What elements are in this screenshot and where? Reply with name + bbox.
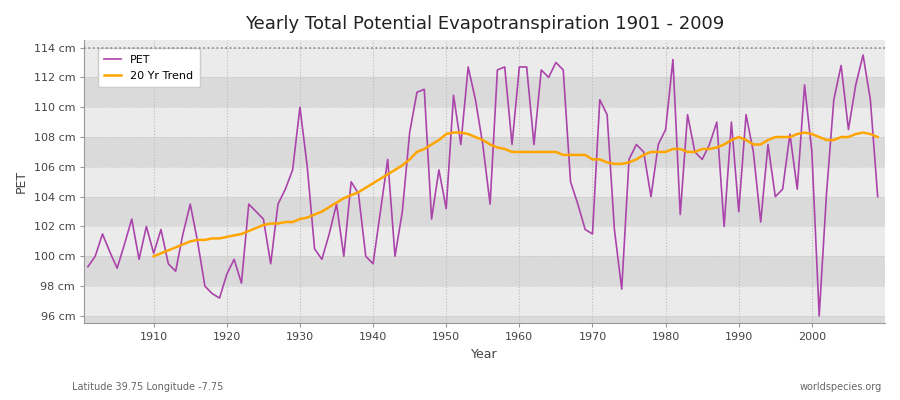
Bar bbox=[85, 286, 885, 316]
20 Yr Trend bbox=[872, 135, 883, 140]
Bar bbox=[85, 226, 885, 256]
20 Yr Trend bbox=[843, 135, 854, 140]
PET bbox=[507, 142, 517, 147]
PET bbox=[302, 164, 312, 169]
PET bbox=[83, 264, 94, 269]
Bar bbox=[85, 197, 885, 226]
20 Yr Trend bbox=[287, 220, 298, 224]
PET bbox=[514, 64, 525, 69]
Bar bbox=[85, 77, 885, 107]
Bar bbox=[85, 137, 885, 167]
PET bbox=[814, 314, 824, 318]
Text: Latitude 39.75 Longitude -7.75: Latitude 39.75 Longitude -7.75 bbox=[72, 382, 223, 392]
PET bbox=[141, 224, 152, 229]
Legend: PET, 20 Yr Trend: PET, 20 Yr Trend bbox=[98, 48, 200, 87]
Text: worldspecies.org: worldspecies.org bbox=[800, 382, 882, 392]
PET bbox=[346, 179, 356, 184]
20 Yr Trend bbox=[317, 209, 328, 214]
20 Yr Trend bbox=[528, 150, 539, 154]
Title: Yearly Total Potential Evapotranspiration 1901 - 2009: Yearly Total Potential Evapotranspiratio… bbox=[245, 15, 724, 33]
20 Yr Trend bbox=[448, 130, 459, 135]
Bar bbox=[85, 256, 885, 286]
Line: 20 Yr Trend: 20 Yr Trend bbox=[154, 132, 877, 256]
Bar bbox=[85, 167, 885, 197]
PET bbox=[872, 194, 883, 199]
20 Yr Trend bbox=[821, 138, 832, 142]
Bar bbox=[85, 316, 885, 324]
Bar bbox=[85, 107, 885, 137]
Line: PET: PET bbox=[88, 55, 878, 316]
PET bbox=[858, 53, 868, 58]
X-axis label: Year: Year bbox=[472, 348, 498, 361]
20 Yr Trend bbox=[587, 157, 598, 162]
PET bbox=[602, 112, 613, 117]
Bar bbox=[85, 48, 885, 77]
Y-axis label: PET: PET bbox=[15, 170, 28, 193]
20 Yr Trend bbox=[148, 254, 159, 259]
